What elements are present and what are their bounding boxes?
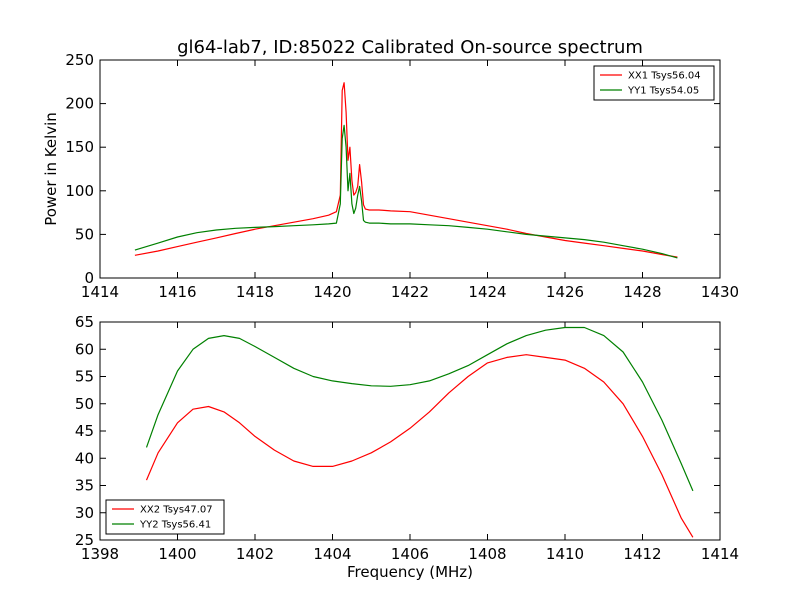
bottom-y-tick-label-6: 55 <box>75 368 94 386</box>
bottom-series-line-0 <box>145 354 694 538</box>
bottom-x-tick-label-1: 1400 <box>158 545 196 563</box>
bottom-ticks: 1398 1400 1402 1404 1406 1408 1410 1412 1414 25 30… <box>75 313 739 563</box>
top-legend: XX1 Tsys56.04 YY1 Tsys54.05 <box>593 65 715 101</box>
top-y-tick-label-1: 50 <box>75 225 94 243</box>
bottom-y-tick-label-7: 60 <box>75 340 94 358</box>
top-series-line-1 <box>134 124 678 259</box>
bottom-x-tick-label-4: 1406 <box>391 545 429 563</box>
bottom-y-tick-label-4: 45 <box>75 422 94 440</box>
bottom-legend-label-yy2: YY2 Tsys56.41 <box>139 520 211 531</box>
bottom-x-tick-label-6: 1410 <box>546 545 584 563</box>
top-x-tick-label-2: 1418 <box>236 283 274 301</box>
bottom-x-axis-label: Frequency (MHz) <box>347 563 473 581</box>
bottom-legend-frame <box>105 499 225 535</box>
top-y-tick-label-0: 0 <box>84 269 94 287</box>
bottom-y-tick-label-2: 35 <box>75 477 94 495</box>
bottom-panel: 1398 1400 1402 1404 1406 1408 1410 1412 1414 25 30… <box>75 313 739 581</box>
bottom-x-tick-label-5: 1408 <box>468 545 506 563</box>
top-y-tick-label-5: 250 <box>65 51 94 69</box>
top-x-tick-label-7: 1428 <box>623 283 661 301</box>
top-panel: 1414 1416 1418 1420 1422 1424 1426 1428 1430 0 50 1… <box>42 51 739 301</box>
top-legend-label-xx1: XX1 Tsys56.04 <box>628 71 701 82</box>
figure-title: gl64-lab7, ID:85022 Calibrated On-source… <box>177 37 643 58</box>
bottom-x-tick-label-8: 1414 <box>701 545 739 563</box>
bottom-series-line-1 <box>145 326 694 492</box>
top-y-tick-label-2: 100 <box>65 182 94 200</box>
bottom-x-tick-label-7: 1412 <box>623 545 661 563</box>
top-x-tick-label-3: 1420 <box>313 283 351 301</box>
bottom-series <box>145 326 694 538</box>
bottom-legend: XX2 Tsys47.07 YY2 Tsys56.41 <box>105 499 225 535</box>
bottom-y-tick-label-3: 40 <box>75 449 94 467</box>
bottom-y-tick-label-0: 25 <box>75 531 94 549</box>
top-series-line-0 <box>134 82 678 258</box>
bottom-x-tick-label-0: 1398 <box>81 545 119 563</box>
top-y-tick-label-4: 200 <box>65 95 94 113</box>
bottom-x-tick-label-2: 1402 <box>236 545 274 563</box>
top-ticks: 1414 1416 1418 1420 1422 1424 1426 1428 1430 0 50 1… <box>65 51 739 301</box>
top-x-tick-label-5: 1424 <box>468 283 506 301</box>
top-x-tick-label-8: 1430 <box>701 283 739 301</box>
top-y-tick-label-3: 150 <box>65 138 94 156</box>
bottom-y-tick-label-1: 30 <box>75 504 94 522</box>
top-series <box>134 82 678 259</box>
bottom-y-tick-label-8: 65 <box>75 313 94 331</box>
top-legend-label-yy1: YY1 Tsys54.05 <box>627 86 699 97</box>
bottom-legend-label-xx2: XX2 Tsys47.07 <box>140 505 213 516</box>
top-x-tick-label-6: 1426 <box>546 283 584 301</box>
bottom-y-tick-label-5: 50 <box>75 395 94 413</box>
top-y-axis-label: Power in Kelvin <box>42 112 60 226</box>
top-x-tick-label-1: 1416 <box>158 283 196 301</box>
top-x-tick-label-0: 1414 <box>81 283 119 301</box>
top-legend-frame <box>593 65 715 101</box>
bottom-x-tick-label-3: 1404 <box>313 545 351 563</box>
top-x-tick-label-4: 1422 <box>391 283 429 301</box>
